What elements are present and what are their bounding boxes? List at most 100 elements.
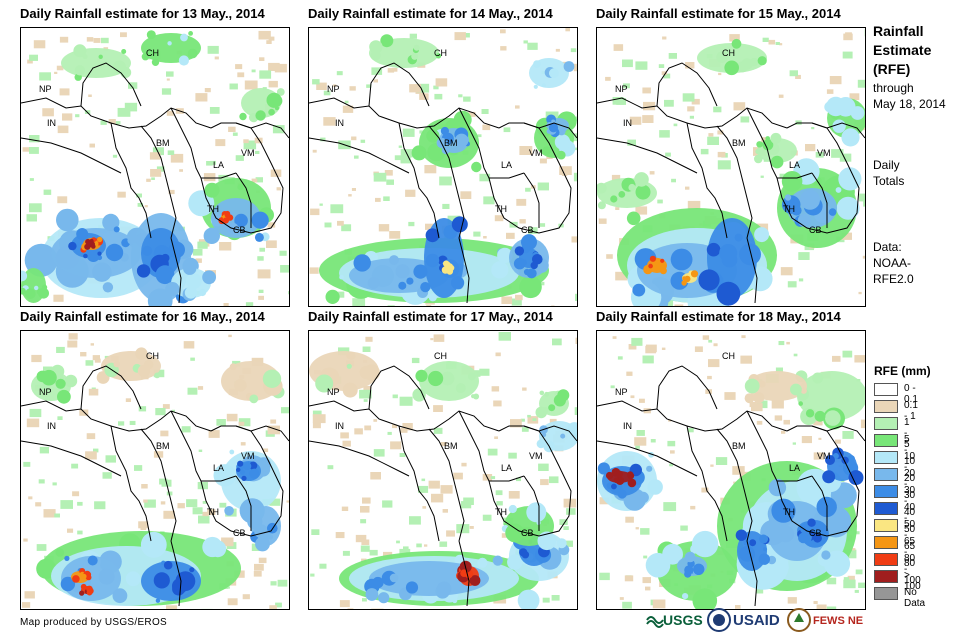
- rain-cell: [574, 407, 577, 415]
- rain-cell: [826, 606, 837, 609]
- rain-cell: [413, 44, 420, 51]
- country-border: [597, 440, 698, 477]
- legend-label: 20 - 30: [904, 468, 916, 501]
- rain-cell: [86, 433, 96, 440]
- rain-cell: [257, 269, 271, 279]
- rain-cell: [117, 107, 131, 117]
- rain-cell: [684, 570, 692, 578]
- rain-cell: [758, 553, 770, 565]
- rain-cell: [319, 563, 327, 569]
- rain-cell: [551, 562, 559, 569]
- country-border: [428, 125, 465, 239]
- rain-cell: [351, 188, 356, 191]
- rain-cell: [632, 283, 646, 297]
- rain-cell: [813, 452, 825, 460]
- rain-cell: [412, 388, 426, 402]
- rain-cell: [606, 254, 613, 259]
- rain-cell: [540, 479, 549, 486]
- rain-cell: [36, 544, 47, 551]
- rain-cell: [557, 389, 570, 402]
- rain-cell: [361, 539, 370, 545]
- rain-cell: [433, 427, 443, 434]
- legend-swatch: [874, 536, 898, 549]
- rain-cell: [468, 111, 476, 117]
- rain-cell: [219, 242, 232, 251]
- rain-cell: [239, 112, 247, 121]
- rain-cell: [647, 479, 663, 495]
- rain-cell: [756, 588, 764, 594]
- sidebar-daily: Daily: [873, 158, 900, 172]
- rain-cell: [757, 56, 767, 66]
- rain-cell: [223, 303, 229, 306]
- rain-cell: [35, 502, 42, 507]
- rain-cell: [815, 152, 824, 158]
- rain-cell: [532, 418, 537, 421]
- rain-cell: [662, 543, 683, 565]
- rain-cell: [93, 448, 99, 453]
- rain-cell: [823, 550, 851, 577]
- rain-cell: [243, 140, 257, 150]
- rain-cell: [805, 144, 816, 152]
- rain-cell: [411, 145, 427, 161]
- rain-cell: [634, 437, 647, 446]
- rain-cell: [84, 243, 91, 250]
- rain-cell: [243, 462, 252, 471]
- rain-cell: [858, 582, 865, 588]
- legend-label: No Data: [904, 587, 926, 609]
- rain-cell: [724, 60, 739, 76]
- rain-cell: [642, 577, 651, 584]
- rain-cell: [533, 60, 541, 68]
- rain-cell: [428, 370, 444, 387]
- country-border: [309, 440, 410, 477]
- rain-cell: [790, 383, 802, 396]
- rain-cell: [162, 404, 170, 409]
- rain-cell: [187, 48, 198, 59]
- rain-cell: [88, 94, 92, 97]
- rain-cell: [166, 78, 170, 81]
- rain-cell: [92, 262, 112, 282]
- rain-cell: [636, 430, 645, 436]
- rain-cell: [382, 500, 393, 508]
- rain-cell: [153, 451, 164, 458]
- rain-cell: [854, 355, 865, 363]
- rain-cell: [389, 231, 401, 239]
- country-border: [21, 440, 122, 477]
- rain-cell: [113, 226, 120, 233]
- rain-cell: [327, 465, 334, 470]
- rain-cell: [86, 37, 94, 42]
- rain-cell: [43, 366, 53, 374]
- legend-swatch: [874, 417, 898, 430]
- rain-cell: [428, 480, 440, 489]
- rain-cell: [635, 206, 648, 215]
- rain-cell: [288, 291, 289, 295]
- country-label-th: TH: [783, 204, 795, 214]
- rain-cell: [235, 155, 244, 161]
- rain-cell: [21, 287, 26, 295]
- rain-cell: [105, 455, 116, 463]
- rain-cell: [433, 85, 439, 90]
- country-label-ch: CH: [434, 351, 447, 361]
- rain-cell: [188, 190, 215, 217]
- rain-cell: [409, 84, 421, 93]
- rain-cell: [310, 573, 315, 577]
- rain-cell: [360, 506, 370, 513]
- rain-cell: [842, 51, 853, 59]
- rain-cell: [740, 116, 750, 123]
- country-border: [398, 122, 440, 239]
- rain-cell: [724, 392, 736, 400]
- rain-cell: [266, 240, 277, 248]
- country-border: [398, 425, 440, 542]
- rain-cell: [124, 102, 138, 112]
- rain-cell: [85, 360, 94, 366]
- rain-cell: [646, 344, 657, 353]
- rain-cell: [183, 341, 195, 349]
- rain-cell: [389, 255, 399, 265]
- rain-cell: [386, 179, 394, 185]
- rain-cell: [771, 400, 784, 409]
- rain-cell: [27, 59, 33, 64]
- panel-may-14: Daily Rainfall estimate for 14 May., 201…: [308, 6, 578, 307]
- rain-cell: [243, 139, 249, 144]
- rain-cell: [43, 509, 56, 518]
- rain-cell: [312, 422, 321, 429]
- rain-cell: [94, 501, 106, 510]
